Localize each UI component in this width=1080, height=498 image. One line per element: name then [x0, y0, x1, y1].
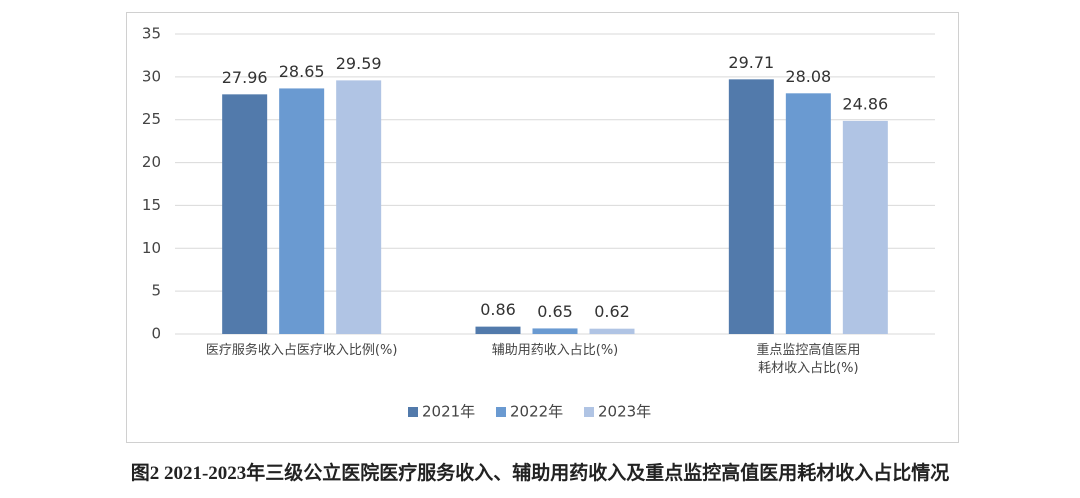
data-label: 28.08	[785, 67, 831, 86]
legend-label: 2022年	[510, 403, 563, 421]
bar	[336, 80, 382, 334]
y-tick-label: 30	[142, 67, 161, 85]
bar	[532, 328, 578, 334]
data-label: 29.71	[728, 53, 774, 72]
data-label: 24.86	[842, 94, 888, 113]
y-tick-label: 10	[142, 239, 161, 257]
bar	[589, 328, 635, 334]
data-label: 0.86	[480, 300, 516, 319]
data-label: 0.65	[537, 302, 573, 321]
legend-swatch	[496, 407, 506, 417]
x-tick-label: 医疗服务收入占医疗收入比例(%)	[205, 343, 398, 358]
bar	[842, 120, 888, 335]
chart-border	[126, 12, 959, 443]
y-tick-label: 0	[151, 325, 161, 343]
y-tick-label: 5	[151, 282, 161, 300]
x-tick-label: 辅助用药收入占比(%)	[491, 343, 619, 358]
bar	[728, 79, 774, 334]
bar	[785, 93, 831, 334]
bar	[279, 88, 325, 334]
y-tick-label: 15	[142, 196, 161, 214]
data-label: 0.62	[594, 302, 630, 321]
data-label: 29.59	[336, 54, 382, 73]
bar	[475, 326, 521, 334]
y-tick-label: 35	[142, 25, 161, 43]
bar	[222, 94, 268, 334]
legend-swatch	[584, 407, 594, 417]
chart-caption: 图2 2021-2023年三级公立医院医疗服务收入、辅助用药收入及重点监控高值医…	[130, 463, 950, 484]
data-label: 28.65	[279, 62, 325, 81]
legend-swatch	[408, 407, 418, 417]
legend-label: 2023年	[598, 403, 651, 421]
legend-label: 2021年	[422, 403, 475, 421]
data-label: 27.96	[222, 68, 268, 87]
y-tick-label: 25	[142, 110, 161, 128]
y-tick-label: 20	[142, 153, 161, 171]
x-tick-label: 重点监控高值医用耗材收入占比(%)	[756, 343, 861, 376]
